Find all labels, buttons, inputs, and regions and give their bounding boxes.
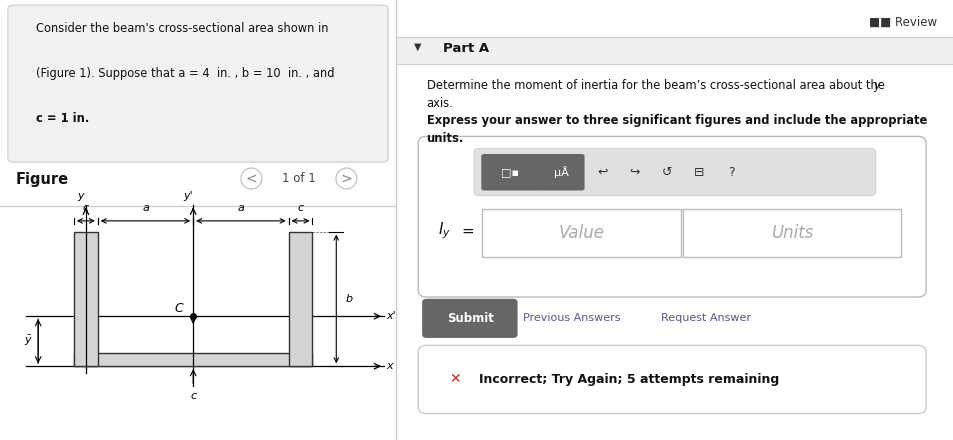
Text: c: c	[297, 203, 303, 213]
Text: units.: units.	[426, 132, 463, 145]
Text: c: c	[190, 391, 196, 401]
Text: Incorrect; Try Again; 5 attempts remaining: Incorrect; Try Again; 5 attempts remaini…	[478, 373, 778, 386]
FancyBboxPatch shape	[537, 154, 584, 191]
Text: =: =	[461, 224, 474, 238]
Text: 1 of 1: 1 of 1	[282, 172, 315, 184]
FancyBboxPatch shape	[8, 5, 388, 162]
Text: Determine the moment of inertia for the beam’s cross-sectional area about the: Determine the moment of inertia for the …	[426, 79, 887, 92]
Text: >: >	[340, 172, 352, 186]
FancyBboxPatch shape	[682, 209, 900, 257]
Text: Part A: Part A	[443, 42, 489, 55]
Text: ↪: ↪	[629, 165, 639, 179]
FancyBboxPatch shape	[417, 345, 925, 414]
Text: a: a	[142, 203, 149, 213]
FancyBboxPatch shape	[481, 154, 539, 191]
Text: Units: Units	[770, 224, 813, 242]
Text: Previous Answers: Previous Answers	[522, 313, 620, 323]
Text: □▪: □▪	[500, 167, 518, 177]
Text: (Figure 1). Suppose that a = 4  in. , b = 10  in. , and: (Figure 1). Suppose that a = 4 in. , b =…	[35, 67, 334, 80]
FancyBboxPatch shape	[395, 37, 953, 64]
Text: μÅ: μÅ	[553, 166, 568, 178]
Text: C: C	[174, 302, 183, 315]
Text: axis.: axis.	[426, 97, 453, 110]
Text: ↩: ↩	[597, 165, 607, 179]
Text: Request Answer: Request Answer	[660, 313, 750, 323]
Bar	[288, 231, 313, 366]
Text: c: c	[83, 203, 89, 213]
FancyBboxPatch shape	[474, 148, 875, 196]
Text: ⊟: ⊟	[694, 165, 704, 179]
Text: b: b	[345, 294, 353, 304]
Text: Consider the beam's cross-sectional area shown in: Consider the beam's cross-sectional area…	[35, 22, 328, 35]
FancyBboxPatch shape	[482, 209, 679, 257]
Text: y': y'	[183, 191, 193, 201]
FancyBboxPatch shape	[421, 299, 517, 338]
Text: ?: ?	[728, 165, 735, 179]
Text: Figure: Figure	[16, 172, 69, 187]
Text: $I_y$: $I_y$	[437, 221, 450, 241]
FancyBboxPatch shape	[417, 136, 925, 297]
Text: x': x'	[386, 311, 395, 321]
Text: Value: Value	[558, 224, 604, 242]
Text: c = 1 in.: c = 1 in.	[35, 112, 89, 125]
Text: $\bar{y}$: $\bar{y}$	[24, 334, 33, 348]
Text: Express your answer to three significant figures and include the appropriate: Express your answer to three significant…	[426, 114, 926, 128]
Text: ✕: ✕	[449, 372, 460, 386]
Text: x: x	[386, 361, 393, 371]
Text: ↺: ↺	[661, 165, 672, 179]
Text: a: a	[237, 203, 244, 213]
Text: ■■ Review: ■■ Review	[868, 15, 936, 29]
Text: y: y	[78, 191, 84, 201]
Bar	[73, 231, 97, 366]
Text: Submit: Submit	[446, 312, 493, 325]
Text: y: y	[872, 79, 879, 92]
Text: <: <	[245, 172, 257, 186]
Bar	[73, 353, 312, 366]
Text: ▼: ▼	[414, 42, 421, 52]
